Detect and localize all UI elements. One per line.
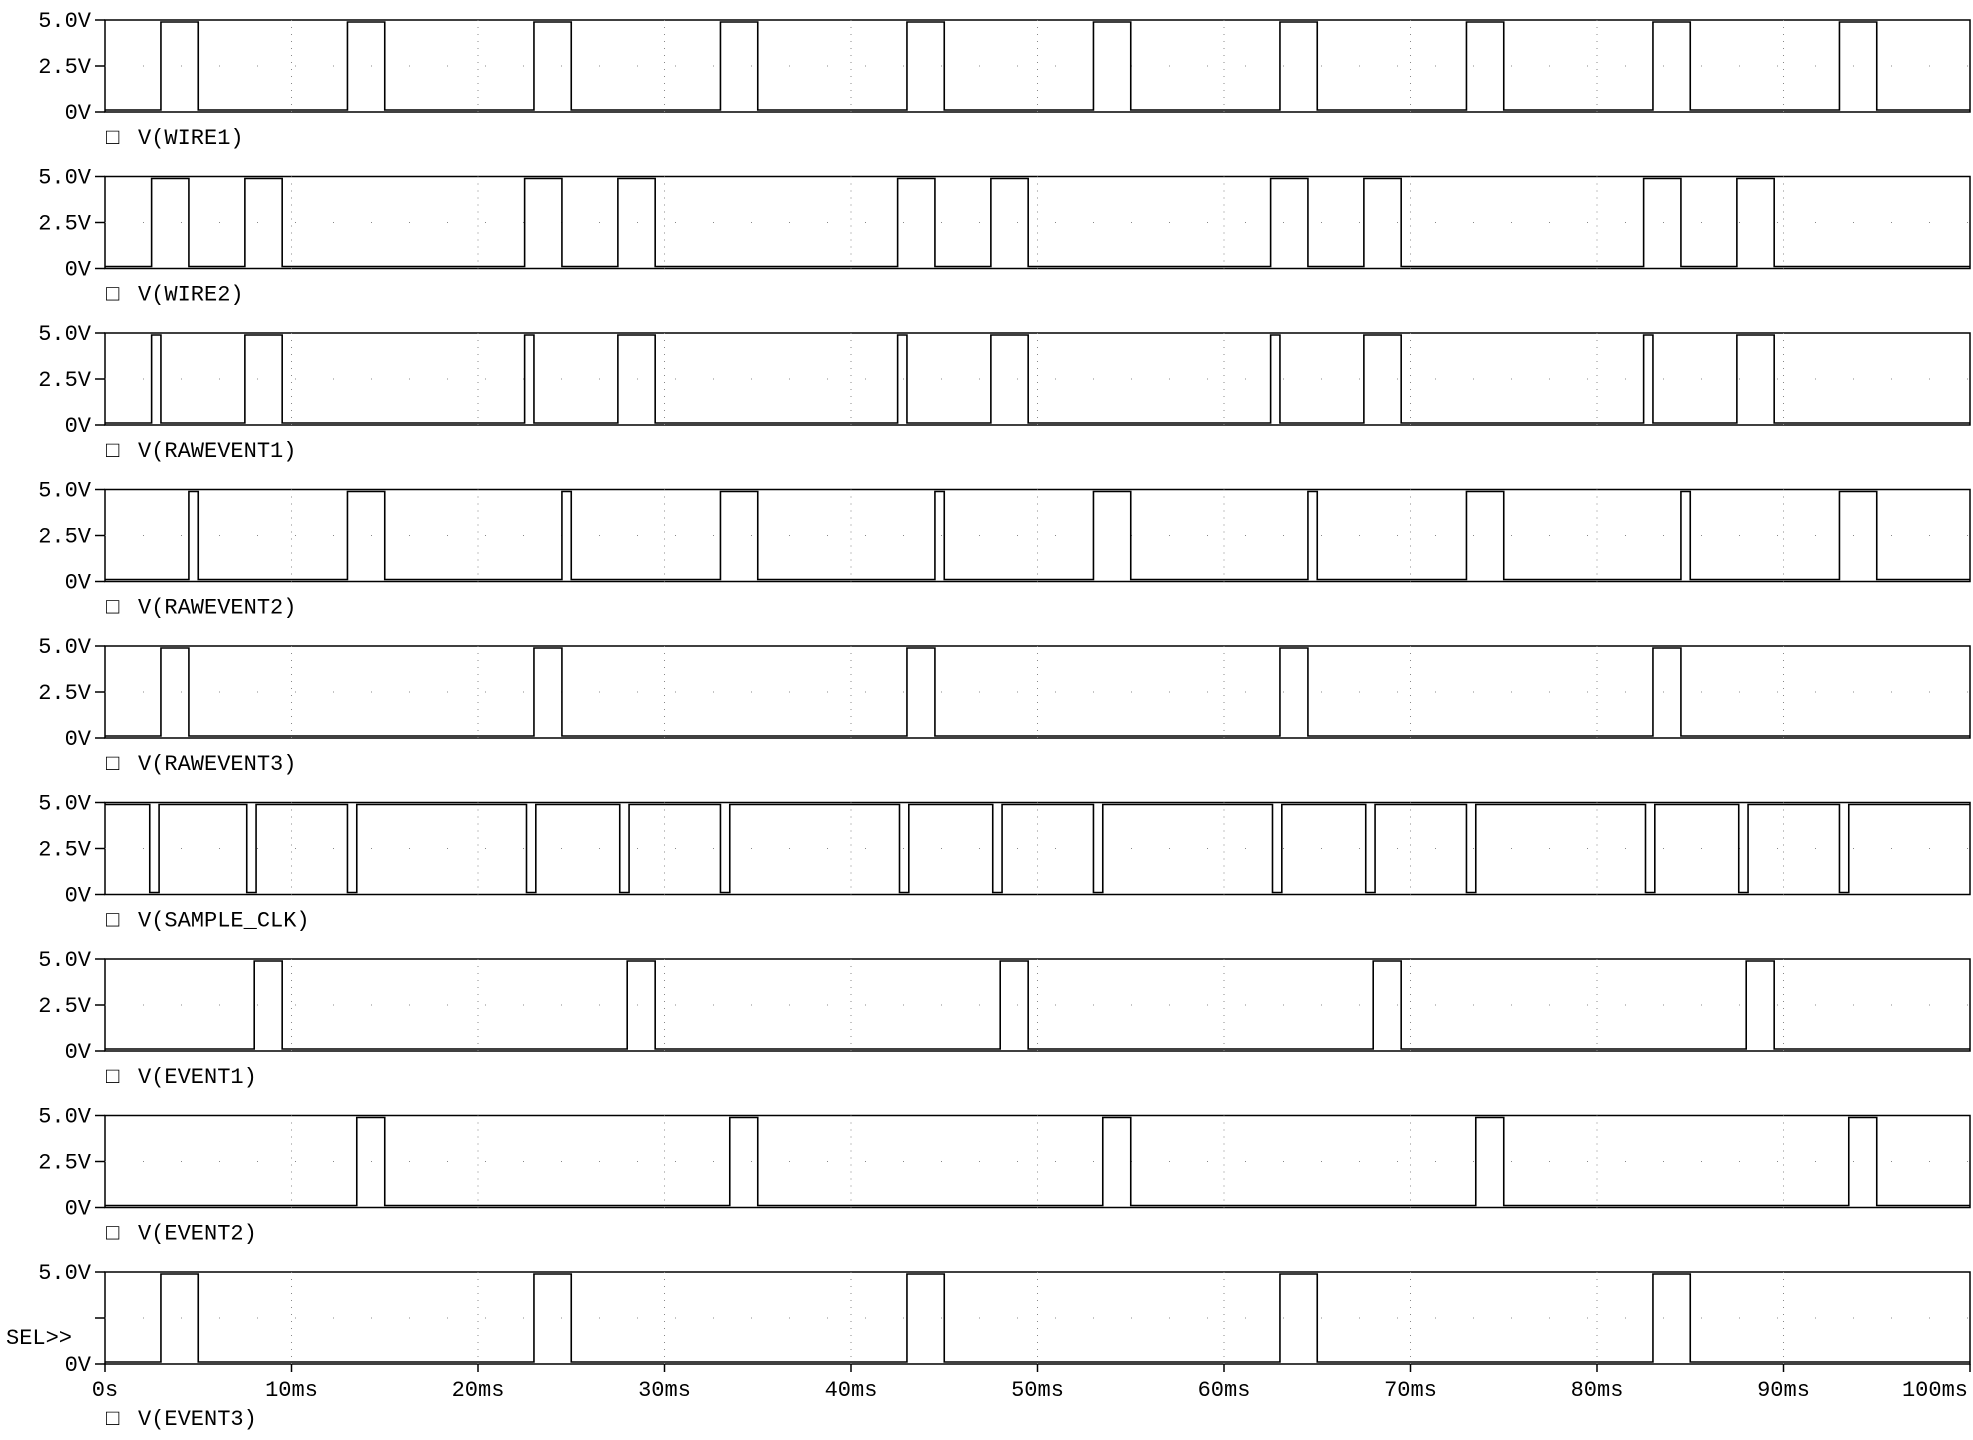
trace-legend-label: V(EVENT3)	[138, 1407, 257, 1432]
legend-marker-icon: □	[106, 1407, 119, 1432]
trace-legend-label: V(SAMPLE_CLK)	[138, 909, 310, 934]
plot-frame-6	[104, 958, 1971, 1052]
legend-marker-icon: □	[106, 909, 119, 934]
y-tick-label: 5.0V	[38, 9, 92, 34]
x-tick-label: 20ms	[452, 1378, 505, 1403]
y-tick-label: 5.0V	[38, 635, 92, 660]
legend-marker-icon: □	[106, 126, 119, 151]
y-tick-label: 0V	[65, 884, 92, 909]
y-tick-label: 5.0V	[38, 948, 92, 973]
x-tick-label: 10ms	[265, 1378, 318, 1403]
trace-legend-label: V(WIRE2)	[138, 283, 244, 308]
y-tick-label: 0V	[65, 101, 92, 126]
x-tick-label: 100ms	[1902, 1378, 1968, 1403]
y-tick-label: 2.5V	[38, 838, 92, 863]
y-tick-label: 2.5V	[38, 994, 92, 1019]
y-tick-label: 5.0V	[38, 322, 92, 347]
y-tick-label: 0V	[65, 258, 92, 283]
plot-frame-1	[104, 175, 1971, 270]
trace-vwire2	[105, 177, 1970, 268]
plot-frame-2	[104, 332, 1971, 426]
y-tick-label: 5.0V	[38, 1261, 92, 1286]
trace-vevent3	[105, 1273, 1970, 1363]
x-tick-label: 40ms	[825, 1378, 878, 1403]
y-tick-label: 2.5V	[38, 681, 92, 706]
y-tick-label: 5.0V	[38, 1105, 92, 1130]
y-tick-label: 5.0V	[38, 166, 92, 191]
trace-vwire1	[105, 21, 1970, 111]
x-tick-label: 50ms	[1011, 1378, 1064, 1403]
trace-legend-label: V(RAWEVENT2)	[138, 596, 296, 621]
trace-vrawevent1	[105, 334, 1970, 424]
x-tick-label: 30ms	[638, 1378, 691, 1403]
plot-frame-4	[104, 645, 1971, 739]
trace-vsample_clk	[105, 803, 1970, 894]
y-tick-label: 0V	[65, 1040, 92, 1065]
selected-plot-marker: SEL>>	[6, 1326, 72, 1351]
y-tick-label: 2.5V	[38, 525, 92, 550]
legend-marker-icon: □	[106, 439, 119, 464]
y-tick-label: 0V	[65, 414, 92, 439]
trace-legend-label: V(EVENT2)	[138, 1222, 257, 1247]
legend-marker-icon: □	[106, 1065, 119, 1090]
x-tick-label: 90ms	[1757, 1378, 1810, 1403]
y-tick-label: 0V	[65, 727, 92, 752]
x-tick-label: 70ms	[1384, 1378, 1437, 1403]
y-tick-label: 2.5V	[38, 368, 92, 393]
trace-vevent2	[105, 1116, 1970, 1207]
legend-marker-icon: □	[106, 596, 119, 621]
trace-legend-label: V(RAWEVENT3)	[138, 752, 296, 777]
y-tick-label: 2.5V	[38, 1151, 92, 1176]
y-tick-label: 2.5V	[38, 55, 92, 80]
x-tick-label: 60ms	[1198, 1378, 1251, 1403]
y-tick-label: 5.0V	[38, 479, 92, 504]
trace-legend-label: V(WIRE1)	[138, 126, 244, 151]
trace-vevent1	[105, 960, 1970, 1050]
y-tick-label: 0V	[65, 571, 92, 596]
y-tick-label: 2.5V	[38, 212, 92, 237]
trace-vrawevent2	[105, 490, 1970, 581]
trace-vrawevent3	[105, 647, 1970, 737]
plot-frame-5	[104, 801, 1971, 896]
y-tick-label: 0V	[65, 1197, 92, 1222]
legend-marker-icon: □	[106, 752, 119, 777]
legend-marker-icon: □	[106, 1222, 119, 1247]
legend-marker-icon: □	[106, 283, 119, 308]
y-tick-label: 0V	[65, 1353, 92, 1378]
x-tick-label: 80ms	[1571, 1378, 1624, 1403]
y-tick-label: 5.0V	[38, 792, 92, 817]
trace-legend-label: V(RAWEVENT1)	[138, 439, 296, 464]
x-tick-label: 0s	[92, 1378, 118, 1403]
trace-legend-label: V(EVENT1)	[138, 1065, 257, 1090]
